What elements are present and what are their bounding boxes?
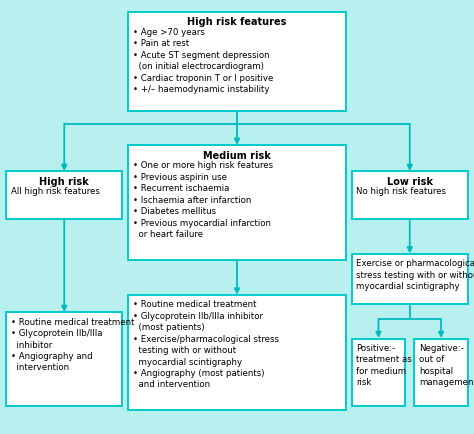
Text: Medium risk: Medium risk bbox=[203, 151, 271, 161]
FancyBboxPatch shape bbox=[6, 171, 122, 219]
FancyBboxPatch shape bbox=[128, 295, 346, 410]
Text: No high risk features: No high risk features bbox=[356, 187, 447, 197]
FancyBboxPatch shape bbox=[352, 171, 468, 219]
Text: • One or more high risk features
• Previous aspirin use
• Recurrent ischaemia
• : • One or more high risk features • Previ… bbox=[133, 161, 273, 239]
Text: • Age >70 years
• Pain at rest
• Acute ST segment depression
  (on initial elect: • Age >70 years • Pain at rest • Acute S… bbox=[133, 28, 273, 94]
Text: High risk features: High risk features bbox=[187, 17, 287, 27]
Text: • Routine medical treatment
• Glycoprotein IIb/IIIa inhibitor
  (most patients)
: • Routine medical treatment • Glycoprote… bbox=[133, 300, 279, 389]
Text: All high risk features: All high risk features bbox=[11, 187, 100, 197]
Text: High risk: High risk bbox=[39, 177, 89, 187]
FancyBboxPatch shape bbox=[128, 145, 346, 260]
FancyBboxPatch shape bbox=[352, 339, 405, 406]
Text: • Routine medical treatment
• Glycoprotein IIb/IIIa
  inhibitor
• Angiography an: • Routine medical treatment • Glycoprote… bbox=[11, 318, 135, 372]
Text: Exercise or pharmacological
stress testing with or without
myocardial scintigrap: Exercise or pharmacological stress testi… bbox=[356, 259, 474, 291]
Text: Negative:-
out of
hospital
management: Negative:- out of hospital management bbox=[419, 344, 474, 387]
FancyBboxPatch shape bbox=[6, 312, 122, 406]
Text: Low risk: Low risk bbox=[387, 177, 433, 187]
Text: Positive:-
treatment as
for medium
risk: Positive:- treatment as for medium risk bbox=[356, 344, 412, 387]
FancyBboxPatch shape bbox=[352, 254, 468, 304]
FancyBboxPatch shape bbox=[128, 12, 346, 111]
FancyBboxPatch shape bbox=[414, 339, 468, 406]
